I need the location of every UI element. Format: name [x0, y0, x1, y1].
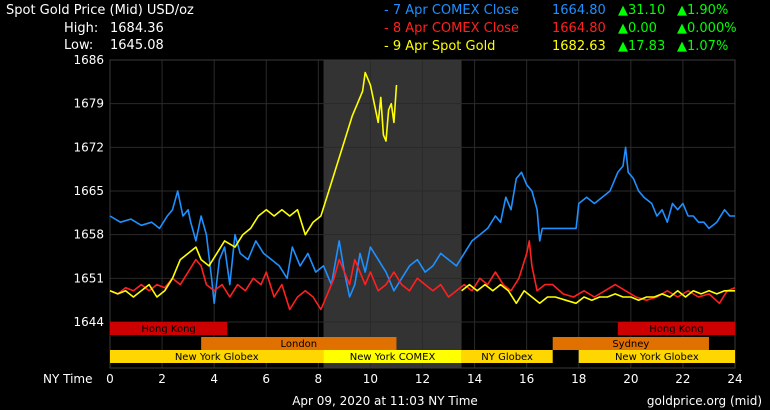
x-tick-label: 18 [571, 372, 586, 386]
legend-pct: ▲1.07% [677, 39, 729, 54]
session-bar [110, 322, 228, 335]
legend-label: - 9 Apr Spot Gold [384, 39, 496, 54]
session-label: New York Globex [175, 352, 259, 363]
series-line [109, 240, 736, 311]
x-tick-label: 24 [727, 372, 742, 386]
y-tick-label: 1686 [73, 53, 104, 67]
y-tick-label: 1658 [73, 228, 104, 242]
session-label: NY Globex [481, 352, 533, 363]
legend-label: - 7 Apr COMEX Close [384, 3, 520, 18]
high-label: High: [64, 21, 99, 36]
x-tick-label: 8 [315, 372, 323, 386]
x-tick-label: 12 [415, 372, 430, 386]
x-tick-label: 10 [363, 372, 378, 386]
legend-pct: ▲1.90% [677, 3, 729, 18]
x-axis-label: NY Time [43, 372, 93, 386]
legend-change: ▲17.83 [618, 39, 666, 54]
series-line [109, 71, 398, 298]
legend-price: 1664.80 [552, 3, 606, 18]
x-tick-label: 2 [158, 372, 166, 386]
source-label: goldprice.org (mid) [647, 394, 762, 408]
y-tick-label: 1651 [73, 271, 104, 285]
session-label: Hong Kong [141, 324, 195, 335]
x-tick-label: 16 [519, 372, 534, 386]
legend-price: 1664.80 [552, 21, 606, 36]
session-label: New York COMEX [350, 352, 436, 363]
legend-change: ▲0.00 [618, 21, 657, 36]
session-label: New York Globex [615, 352, 699, 363]
y-tick-label: 1672 [73, 140, 104, 154]
series-line [461, 283, 735, 305]
session-bar [201, 337, 397, 350]
session-label: Hong Kong [649, 324, 703, 335]
x-tick-label: 4 [210, 372, 218, 386]
session-label: London [280, 339, 317, 350]
session-label: Sydney [612, 339, 649, 350]
x-tick-label: 20 [623, 372, 638, 386]
session-bar [578, 350, 735, 363]
low-label: Low: [64, 38, 94, 53]
session-bar [461, 350, 553, 363]
timestamp: Apr 09, 2020 at 11:03 NY Time [292, 394, 478, 408]
low-value: 1645.08 [110, 38, 164, 53]
y-tick-label: 1665 [73, 184, 104, 198]
session-bar [110, 350, 324, 363]
high-value: 1684.36 [110, 21, 164, 36]
x-tick-label: 6 [262, 372, 270, 386]
legend-pct: ▲0.000% [677, 21, 737, 36]
session-bar [617, 322, 735, 335]
session-bar [323, 350, 462, 363]
y-tick-label: 1679 [73, 97, 104, 111]
x-tick-label: 22 [675, 372, 690, 386]
legend-change: ▲31.10 [618, 3, 666, 18]
plot-border [109, 59, 736, 369]
session-bar [552, 337, 709, 350]
legend-label: - 8 Apr COMEX Close [384, 21, 520, 36]
y-tick-label: 1644 [73, 315, 104, 329]
legend-price: 1682.63 [552, 39, 606, 54]
x-tick-label: 14 [467, 372, 482, 386]
x-tick-label: 0 [106, 372, 114, 386]
chart-title: Spot Gold Price (Mid) USD/oz [6, 3, 194, 18]
